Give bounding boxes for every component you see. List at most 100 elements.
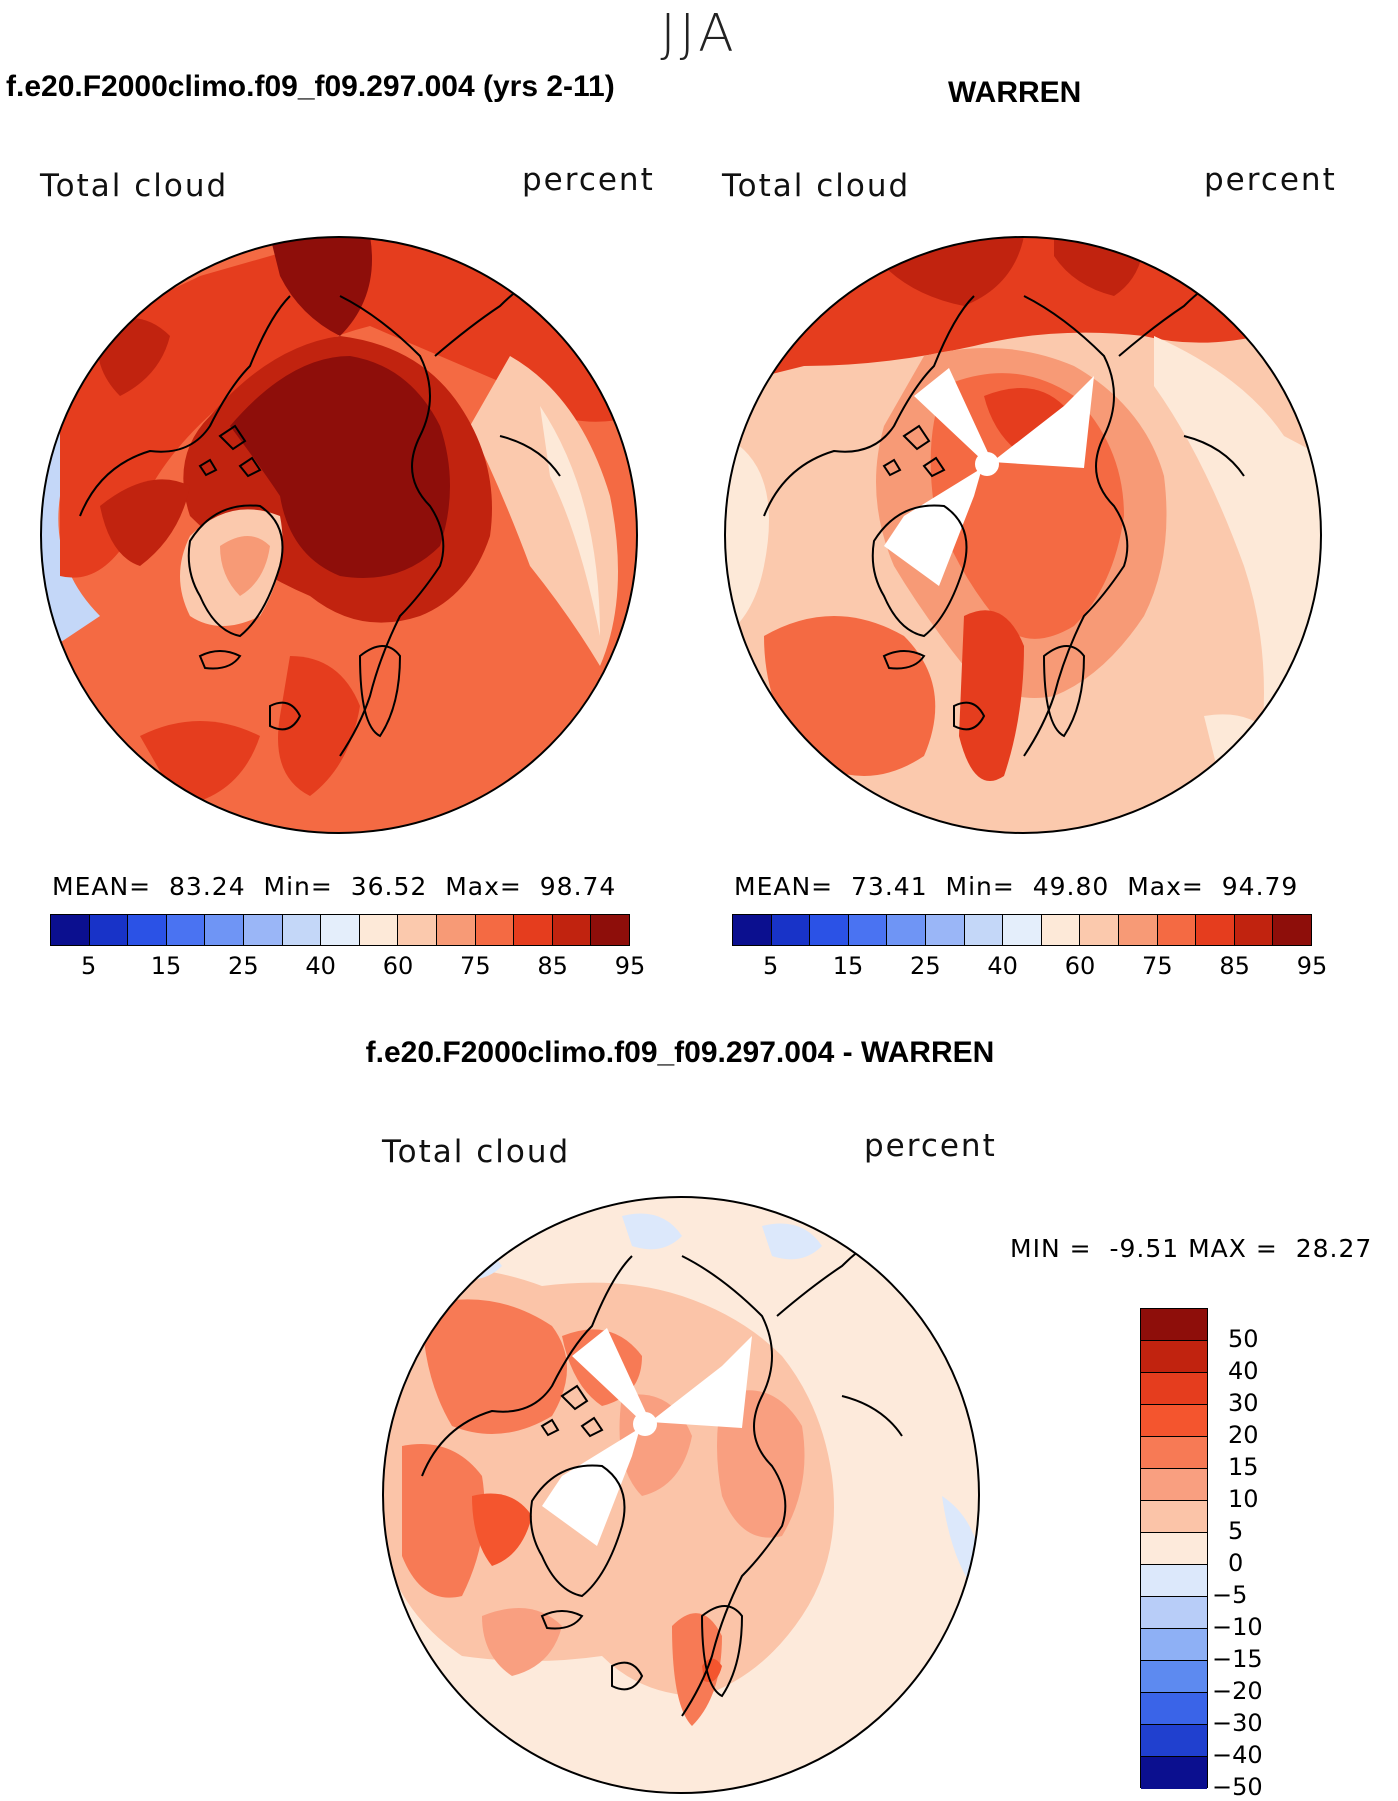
panel-1-stats: MEAN= 83.24 Min= 36.52 Max= 98.74 [52,872,616,901]
panel-1-fill-greenland-mid [220,536,270,596]
diff-colorbar-tick-label: −15 [1212,1645,1263,1673]
colorbar-swatch [1003,915,1042,945]
panel-1-min-value: 36.52 [350,872,428,901]
panel-1-fill-north-ring [60,237,637,578]
diff-coast-britain [611,1661,644,1691]
colorbar-tick-label: 25 [228,952,259,980]
colorbar-tick-label: 85 [1219,952,1250,980]
diff-fill-scandinavia-core [702,1658,722,1682]
diff-colorbar-swatch [1141,1341,1207,1373]
colorbar-swatch [925,915,965,945]
panel-2-colorbar-ticks: 5 15 25 40 60 75 85 95 [732,952,1327,982]
diff-colorbar-swatch [1141,1597,1207,1629]
colorbar-swatch [1234,915,1274,945]
diff-fill-canada [402,1444,485,1598]
panel-2-fill-atlantic [764,616,936,776]
panel-2-missing-pole [975,452,999,476]
panel-2-fill-southeast-light [1204,714,1284,796]
colorbar-swatch [359,915,399,945]
diff-colorbar-tick-label: 0 [1228,1549,1244,1577]
diff-min-label: MIN = [1010,1234,1092,1263]
colorbar-tick-label: 25 [910,952,941,980]
colorbar-swatch [1273,915,1311,945]
colorbar-swatch [436,915,476,945]
diff-colorbar-swatch [1141,1373,1207,1405]
diff-colorbar-tick-label: 50 [1228,1325,1259,1353]
diff-max-value: 28.27 [1295,1234,1373,1263]
colorbar-swatch [1196,915,1235,945]
panel-2-missing-wedge-west [884,468,982,586]
diff-stats: MIN = -9.51 MAX = 28.27 [1010,1234,1372,1263]
diff-coast-iceland [540,1610,584,1630]
panel-2-min-value: 49.80 [1032,872,1110,901]
panel-2-coast-kamchatka [1183,435,1245,477]
panel-1-coast-kamchatka [499,435,561,477]
panel-2-stats: MEAN= 73.41 Min= 49.80 Max= 94.79 [734,872,1298,901]
panel-1-coast-britain [269,701,302,731]
colorbar-tick-label: 15 [832,952,864,980]
panel-2-coast-greenland [871,504,968,638]
panel-1-fill-canada-high [100,479,190,566]
colorbar-swatch [1118,915,1158,945]
panel-1-max-label: Max= [445,872,522,901]
panel-1-max-value: 98.74 [539,872,617,901]
colorbar-swatch [205,915,244,945]
panel-1-coast-scandinavia [358,645,402,738]
colorbar-swatch [475,915,515,945]
diff-coast-arctic-islands [540,1384,604,1438]
panel-1-colorbar-ticks: 5 15 25 40 60 75 85 95 [50,952,645,982]
panel-1-colorbar [50,914,630,946]
diff-colorbar-ticks: 50 40 30 20 15 10 5 0 −5 −10 −15 −20 −30 −40 −50 [1212,1308,1292,1801]
panel-1-title: f.e20.F2000climo.f09_f09.297.004 (yrs 2-… [6,70,615,103]
panel-1-map-boundary [40,236,638,834]
diff-map-boundary [382,1196,980,1794]
colorbar-swatch [166,915,206,945]
colorbar-tick-label: 5 [763,952,779,980]
colorbar-swatch [243,915,283,945]
panel-2-missing-wedge-east [992,376,1094,468]
panel-1-coastlines [79,275,561,757]
colorbar-swatch [89,915,129,945]
panel-1-variable-label: Total cloud [40,168,229,204]
colorbar-swatch [771,915,811,945]
colorbar-swatch [1041,915,1081,945]
panel-2-fill-west-light [725,436,769,636]
diff-colorbar-swatch [1141,1565,1207,1597]
diff-colorbar-tick-label: −10 [1212,1613,1263,1641]
panel-1-min-label: Min= [263,872,333,901]
diff-panel-variable-label: Total cloud [382,1134,571,1170]
panel-1-fill-polar-max [230,356,450,578]
panel-2-map-boundary [724,236,1322,834]
diff-colorbar-tick-label: 10 [1228,1485,1259,1513]
colorbar-tick-label: 95 [614,952,646,980]
diff-colorbar-swatch [1141,1661,1207,1693]
diff-fill-north-negative [622,1213,682,1250]
panel-1-mean-label: MEAN= [52,872,152,901]
colorbar-tick-label: 60 [1064,952,1096,980]
diff-max-label: MAX = [1188,1234,1278,1263]
colorbar-swatch [128,915,167,945]
diff-coast-eurasia [681,1255,787,1717]
panel-1-polar-map [40,236,638,834]
diff-colorbar-tick-label: 15 [1228,1453,1259,1481]
diff-coastlines [421,1235,903,1717]
colorbar-tick-label: 85 [537,952,568,980]
diff-colorbar-swatch [1141,1437,1207,1469]
diff-colorbar [1140,1308,1208,1789]
panel-2-fill-greenland-sea [959,610,1024,781]
diff-panel-units-label: percent [864,1128,997,1164]
panel-2-units-label: percent [1204,162,1337,198]
panel-2-variable-label: Total cloud [722,168,911,204]
diff-colorbar-swatch [1141,1757,1207,1789]
panel-2-coast-north-america [763,295,975,517]
colorbar-swatch [733,915,772,945]
panel-2-mean-label: MEAN= [734,872,834,901]
panel-2-coast-arctic-islands [882,424,946,478]
panel-2-missing-wedge-north [914,368,990,460]
colorbar-tick-label: 40 [987,952,1018,980]
diff-min-value: -9.51 [1109,1234,1180,1263]
diff-missing-wedge-east [650,1336,752,1428]
diff-colorbar-swatch [1141,1309,1207,1341]
diff-colorbar-tick-label: 30 [1228,1389,1259,1417]
panel-2-polar-map [724,236,1322,834]
